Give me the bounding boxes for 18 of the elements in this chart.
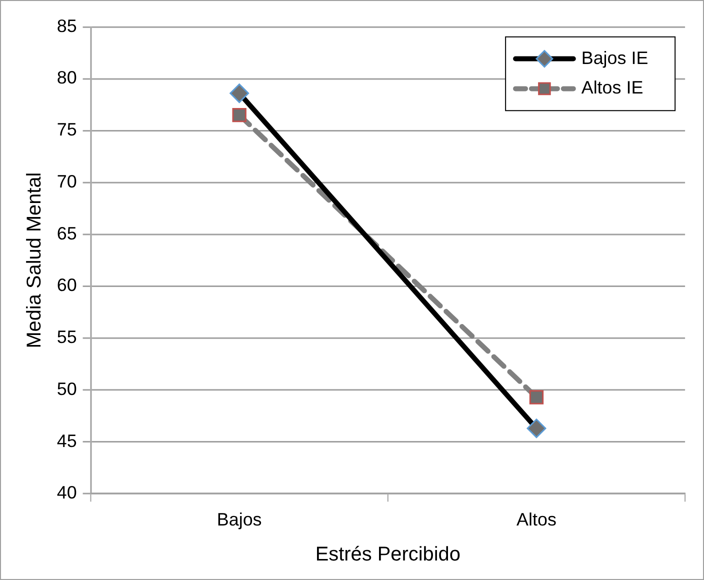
x-axis-title: Estrés Percibido [315, 544, 460, 566]
x-tick-label: Bajos [216, 509, 262, 530]
x-tick-label: Altos [516, 509, 556, 530]
y-tick-label: 75 [56, 120, 77, 140]
y-tick-label: 85 [56, 16, 77, 36]
y-tick-label: 55 [56, 327, 77, 348]
point [529, 390, 544, 404]
y-tick-label: 50 [56, 378, 77, 399]
y-tick-label: 70 [56, 171, 77, 192]
y-axis-title: Media Salud Mental [23, 172, 46, 348]
y-tick-label: 65 [56, 223, 77, 244]
legend-label: Bajos IE [581, 48, 648, 68]
legend-label: Altos IE [581, 78, 644, 98]
y-tick-label: 80 [56, 68, 77, 88]
y-tick-label: 40 [56, 482, 77, 503]
point [232, 108, 246, 122]
y-tick-label: 45 [56, 430, 77, 451]
y-tick-label: 60 [56, 275, 77, 296]
